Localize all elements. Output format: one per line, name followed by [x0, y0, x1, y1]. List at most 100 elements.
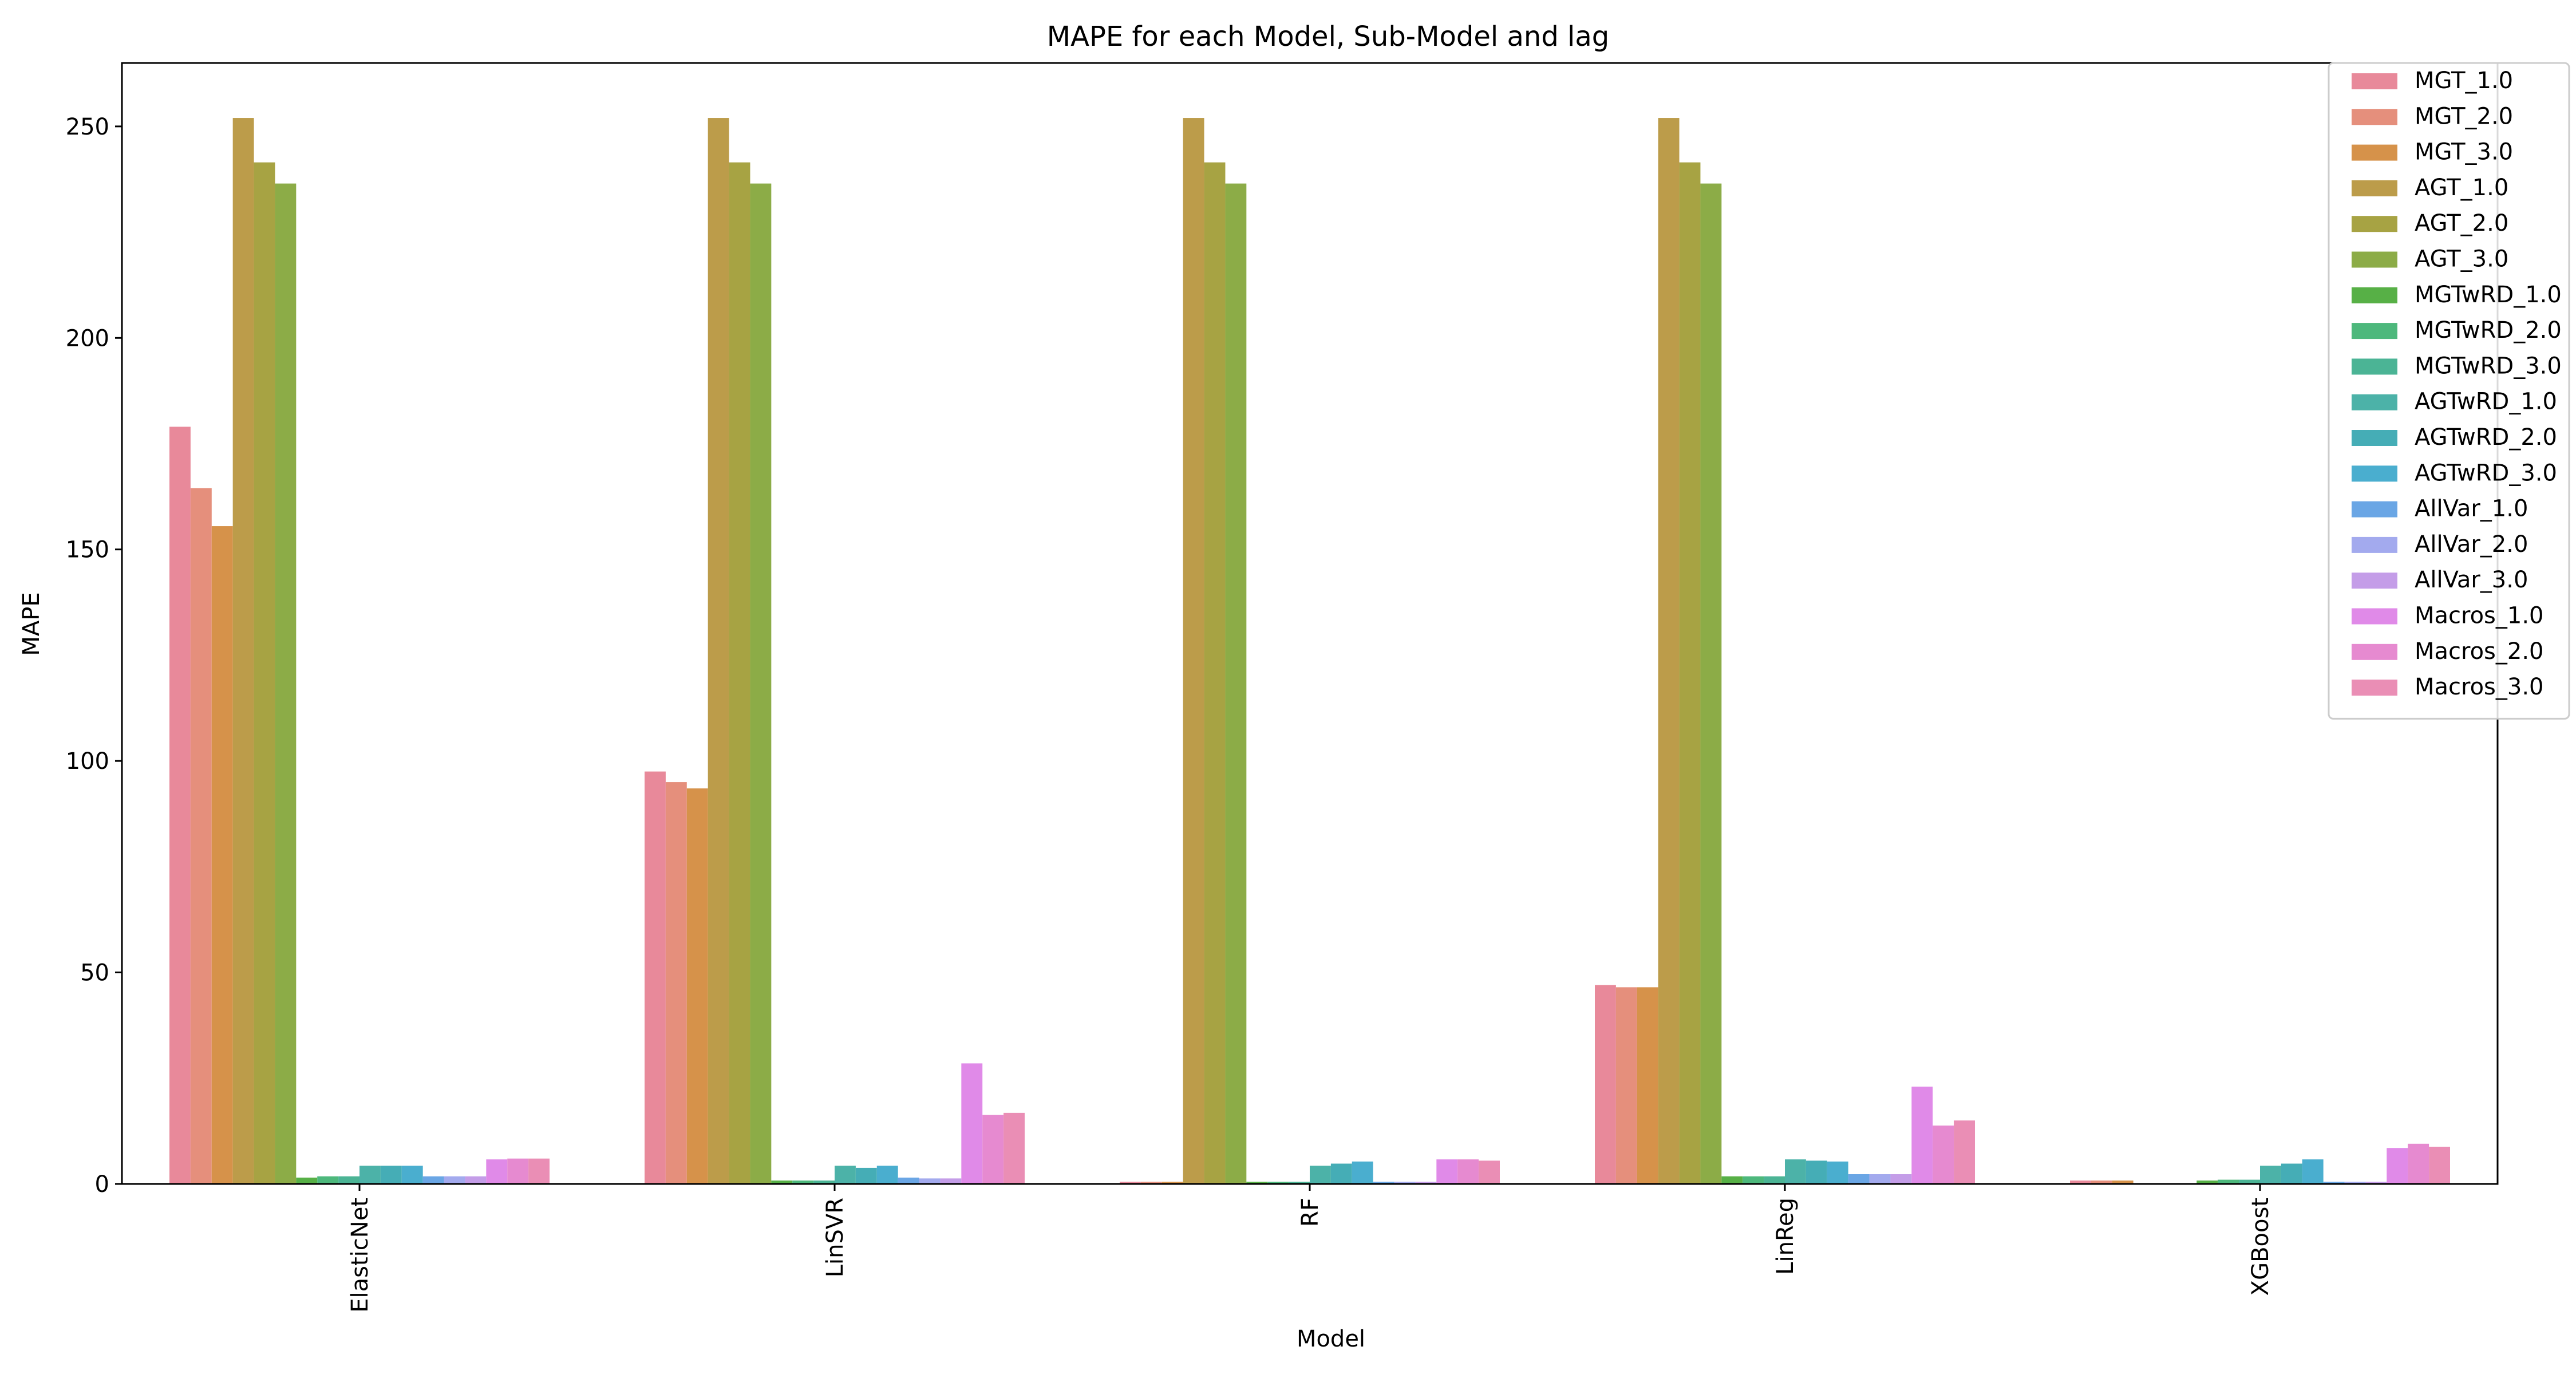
bar-rf-macros-3-0 — [1479, 1160, 1500, 1184]
bar-elasticnet-macros-2-0 — [507, 1158, 529, 1184]
bar-xgboost-mgt-2-0 — [2091, 1180, 2112, 1184]
legend-swatch — [2352, 216, 2397, 232]
bar-rf-allvar-2-0 — [1394, 1182, 1416, 1184]
bar-rf-mgtwrd-1-0 — [1246, 1182, 1268, 1184]
bar-elasticnet-mgt-2-0 — [190, 488, 212, 1184]
bar-rf-mgt-3-0 — [1161, 1182, 1183, 1184]
x-tick-label: XGBoost — [2247, 1198, 2274, 1296]
bar-xgboost-mgtwrd-1-0 — [2196, 1180, 2218, 1184]
bar-elasticnet-agt-1-0 — [232, 118, 254, 1184]
legend: MGT_1.0 MGT_2.0 MGT_3.0 AGT_1.0 AGT_2.0 AGT_3… — [2328, 62, 2570, 720]
legend-label: AGT_2.0 — [2415, 210, 2508, 236]
legend-swatch — [2352, 73, 2397, 89]
x-tick-label: ElasticNet — [347, 1198, 373, 1313]
bar-rf-mgtwrd-2-0 — [1267, 1182, 1289, 1184]
bar-rf-agt-3-0 — [1225, 183, 1247, 1185]
y-tick-label: 250 — [66, 114, 109, 140]
bar-linreg-allvar-3-0 — [1890, 1174, 1912, 1184]
bar-linsvr-macros-3-0 — [1003, 1112, 1025, 1184]
legend-swatch — [2352, 536, 2397, 553]
bar-xgboost-macros-3-0 — [2429, 1146, 2450, 1184]
plot-frame — [121, 62, 2499, 1185]
legend-swatch — [2352, 680, 2397, 696]
bar-xgboost-agtwrd-1-0 — [2260, 1166, 2281, 1184]
bar-xgboost-mgtwrd-3-0 — [2239, 1179, 2260, 1184]
bar-linsvr-macros-2-0 — [982, 1115, 1004, 1184]
legend-swatch — [2352, 572, 2397, 589]
bar-linreg-macros-3-0 — [1954, 1120, 1975, 1184]
bar-rf-agtwrd-3-0 — [1352, 1161, 1373, 1184]
legend-label: Macros_3.0 — [2415, 674, 2544, 700]
legend-swatch — [2352, 394, 2397, 410]
y-axis-label: MAPE — [18, 592, 45, 656]
bar-rf-macros-1-0 — [1436, 1159, 1458, 1184]
bar-rf-mgt-1-0 — [1120, 1182, 1141, 1184]
bar-xgboost-mgt-3-0 — [2112, 1180, 2134, 1184]
bar-linreg-mgtwrd-1-0 — [1721, 1176, 1743, 1184]
bar-linreg-agt-3-0 — [1700, 183, 1722, 1185]
legend-swatch — [2352, 465, 2397, 482]
bar-rf-agt-2-0 — [1204, 162, 1226, 1184]
bar-linsvr-mgt-2-0 — [665, 782, 687, 1184]
bar-elasticnet-agtwrd-3-0 — [401, 1166, 423, 1184]
x-tick-label: RF — [1297, 1198, 1323, 1227]
legend-label: MGTwRD_3.0 — [2415, 353, 2562, 379]
x-tick-label: LinReg — [1772, 1198, 1799, 1275]
legend-swatch — [2352, 109, 2397, 125]
legend-label: MGT_1.0 — [2415, 68, 2513, 94]
bar-linreg-mgt-3-0 — [1637, 987, 1658, 1184]
bar-linsvr-mgt-1-0 — [645, 771, 666, 1184]
legend-swatch — [2352, 430, 2397, 446]
bar-elasticnet-agt-3-0 — [275, 183, 297, 1185]
bar-elasticnet-agt-2-0 — [254, 162, 275, 1184]
bar-xgboost-mgt-1-0 — [2070, 1180, 2091, 1184]
legend-label: AGT_1.0 — [2415, 175, 2508, 201]
legend-label: AllVar_1.0 — [2415, 496, 2528, 522]
bar-linreg-mgtwrd-3-0 — [1764, 1176, 1785, 1184]
bar-linreg-agt-2-0 — [1679, 162, 1701, 1184]
x-tick-label: LinSVR — [822, 1198, 848, 1277]
y-tick-label: 100 — [66, 748, 109, 775]
bar-xgboost-macros-2-0 — [2408, 1143, 2429, 1184]
legend-label: MGT_3.0 — [2415, 139, 2513, 165]
bar-linreg-macros-2-0 — [1933, 1126, 1954, 1184]
y-tick-label: 0 — [95, 1171, 109, 1198]
bars-layer — [169, 118, 2450, 1185]
x-ticks: ElasticNet LinSVR RF LinReg XGBoost — [347, 1184, 2274, 1313]
legend-label: MGT_2.0 — [2415, 103, 2513, 129]
y-tick-label: 150 — [66, 537, 109, 563]
bar-elasticnet-mgtwrd-3-0 — [338, 1176, 359, 1184]
bar-linsvr-agt-3-0 — [750, 183, 772, 1185]
legend-label: Macros_2.0 — [2415, 638, 2544, 665]
legend-swatch — [2352, 501, 2397, 518]
legend-label: AGTwRD_3.0 — [2415, 460, 2557, 486]
legend-label: MGTwRD_1.0 — [2415, 282, 2562, 308]
legend-label: AllVar_3.0 — [2415, 567, 2528, 593]
bar-linsvr-mgt-3-0 — [686, 788, 708, 1184]
bar-elasticnet-mgt-1-0 — [169, 427, 191, 1185]
bar-linsvr-mgtwrd-1-0 — [771, 1180, 793, 1184]
bar-linreg-agtwrd-1-0 — [1785, 1159, 1806, 1184]
legend-swatch — [2352, 287, 2397, 303]
bar-linsvr-mgtwrd-2-0 — [792, 1180, 814, 1184]
bar-linreg-mgtwrd-2-0 — [1743, 1176, 1764, 1184]
bar-linsvr-mgtwrd-3-0 — [813, 1180, 835, 1184]
bar-xgboost-allvar-3-0 — [2365, 1182, 2387, 1184]
bar-rf-agt-1-0 — [1183, 118, 1204, 1184]
legend-swatch — [2352, 251, 2397, 268]
bar-rf-mgtwrd-3-0 — [1289, 1182, 1310, 1184]
y-tick-label: 50 — [80, 960, 109, 986]
y-ticks: 0 50 100 150 200 250 — [66, 114, 122, 1198]
bar-elasticnet-mgt-3-0 — [211, 526, 233, 1184]
bar-elasticnet-allvar-1-0 — [422, 1176, 444, 1184]
bar-linsvr-agtwrd-2-0 — [855, 1167, 877, 1184]
bar-xgboost-agtwrd-3-0 — [2302, 1159, 2324, 1184]
bar-linsvr-allvar-3-0 — [940, 1178, 962, 1184]
bar-rf-macros-2-0 — [1457, 1159, 1479, 1184]
bar-xgboost-agtwrd-2-0 — [2281, 1163, 2302, 1184]
bar-linsvr-agtwrd-1-0 — [835, 1166, 856, 1184]
legend-label: MGTwRD_2.0 — [2415, 317, 2562, 344]
legend-label: AllVar_2.0 — [2415, 531, 2528, 558]
bar-rf-allvar-1-0 — [1373, 1182, 1394, 1184]
